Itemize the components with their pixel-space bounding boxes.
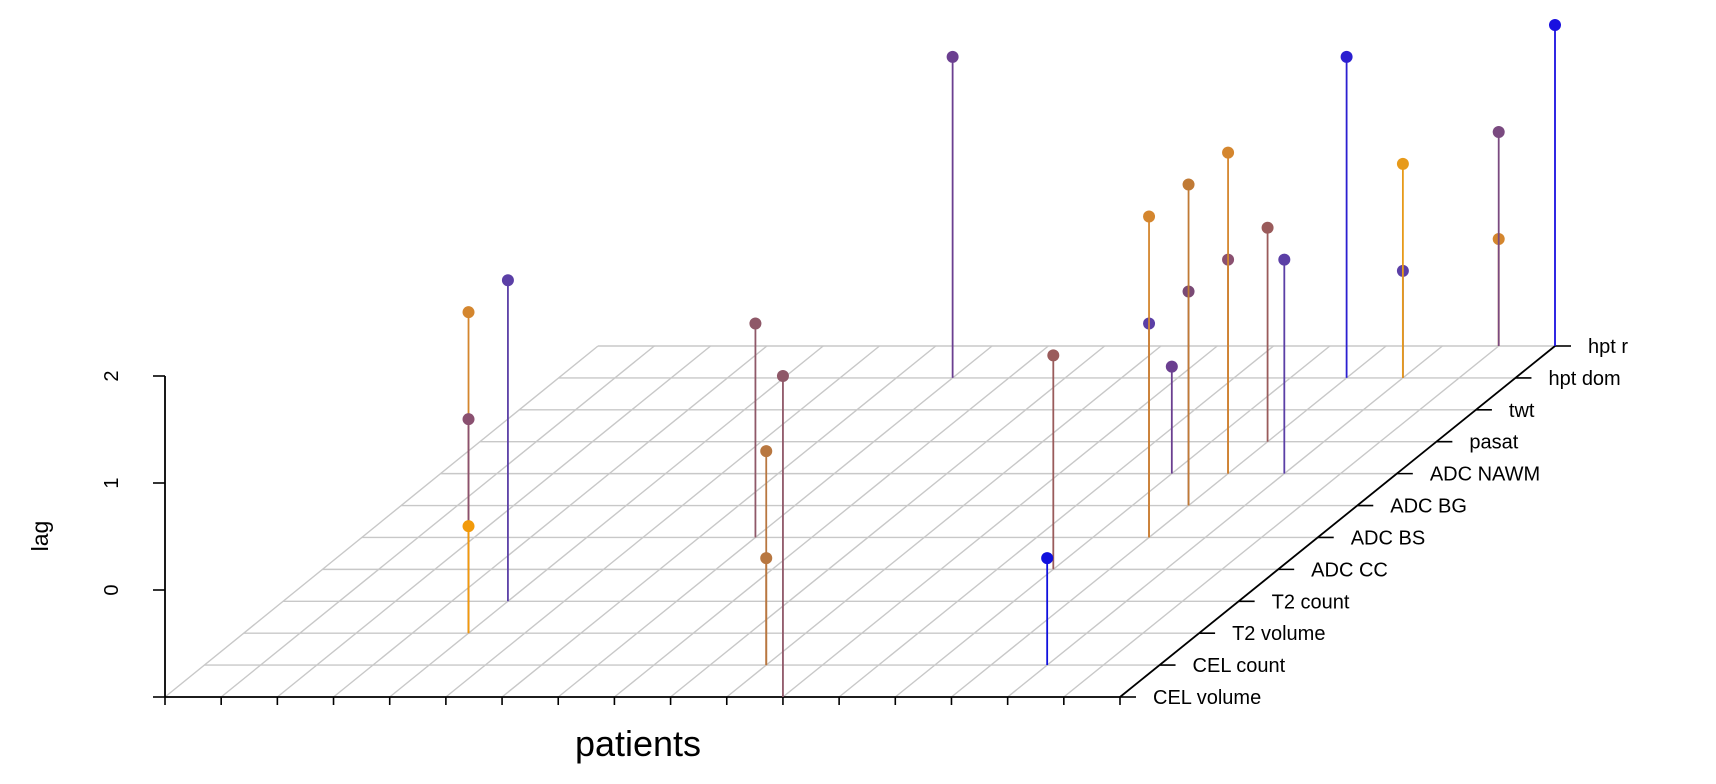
z-tick-label: 1 bbox=[101, 477, 123, 488]
z-tick-label: 0 bbox=[101, 584, 123, 595]
grid-line-patient bbox=[613, 345, 1049, 698]
stem-marker bbox=[760, 445, 773, 458]
category-tick-label: T2 count bbox=[1272, 591, 1350, 613]
data-point bbox=[1041, 552, 1054, 666]
category-tick-label: T2 volume bbox=[1232, 623, 1325, 645]
stem-marker bbox=[760, 552, 773, 565]
grid-line-patient bbox=[1007, 345, 1443, 698]
category-tick-label: CEL volume bbox=[1153, 687, 1261, 709]
grid-line-patient bbox=[782, 345, 1218, 698]
data-point bbox=[1340, 50, 1353, 378]
stem-marker bbox=[462, 520, 475, 533]
category-tick-label: pasat bbox=[1469, 432, 1518, 454]
stem-marker bbox=[1492, 126, 1505, 138]
axes bbox=[153, 345, 1571, 705]
stem-marker bbox=[776, 370, 789, 382]
category-tick-label: ADC BG bbox=[1390, 496, 1467, 518]
stem-marker bbox=[462, 306, 475, 319]
grid-line-patient bbox=[164, 345, 599, 698]
stem-marker bbox=[946, 50, 959, 63]
category-tick-label: hpt r bbox=[1588, 336, 1628, 358]
data-point bbox=[776, 370, 789, 697]
stem-marker bbox=[1182, 178, 1195, 191]
data-point bbox=[462, 520, 475, 634]
floor-grid bbox=[164, 345, 1556, 698]
stem-marker bbox=[1143, 210, 1156, 223]
data-point bbox=[1261, 221, 1274, 442]
stem-marker bbox=[1549, 19, 1561, 31]
data-point bbox=[1278, 253, 1291, 474]
category-tick-label: ADC CC bbox=[1311, 559, 1388, 581]
grid-line-patient bbox=[389, 345, 824, 698]
data-point bbox=[501, 274, 514, 602]
stem-marker bbox=[1222, 146, 1235, 159]
stem-marker bbox=[1278, 253, 1291, 266]
category-axis-line bbox=[1119, 345, 1556, 698]
data-point bbox=[749, 317, 762, 538]
data-point bbox=[1143, 210, 1156, 538]
stem-marker bbox=[501, 274, 514, 287]
stem-marker bbox=[1261, 221, 1274, 234]
grid-line-patient bbox=[501, 345, 937, 698]
data-point bbox=[946, 50, 959, 378]
category-tick-label: ADC NAWM bbox=[1430, 464, 1540, 486]
stem-marker bbox=[1041, 552, 1054, 565]
data-point bbox=[760, 552, 773, 666]
x-axis-label: patients bbox=[575, 723, 701, 764]
stem-marker bbox=[1165, 360, 1178, 373]
grid-line-patient bbox=[1063, 345, 1500, 698]
grid-line-patient bbox=[670, 345, 1106, 698]
data-point bbox=[1165, 360, 1178, 474]
data-point bbox=[1549, 19, 1561, 346]
stem-marker bbox=[1340, 50, 1353, 63]
z-tick-label: 2 bbox=[101, 370, 123, 381]
category-tick-label: CEL count bbox=[1193, 655, 1286, 677]
grid-line-patient bbox=[894, 345, 1331, 698]
data-point bbox=[1396, 157, 1409, 378]
stem-marker bbox=[1396, 157, 1409, 170]
grid-line-patient bbox=[445, 345, 880, 698]
data-point bbox=[1182, 178, 1195, 506]
labels: CEL volume CEL count T2 volume T2 count ADC … bbox=[101, 336, 1628, 709]
grid-line-patient bbox=[333, 345, 768, 698]
grid-line-patient bbox=[220, 345, 655, 698]
stem-marker bbox=[749, 317, 762, 330]
grid-line-patient bbox=[557, 345, 993, 698]
data-point bbox=[1047, 349, 1060, 570]
stem-marker bbox=[462, 413, 475, 426]
data-point bbox=[1492, 126, 1505, 346]
y-axis-label: lag bbox=[27, 521, 53, 552]
data-point bbox=[1222, 146, 1235, 474]
category-tick-label: hpt dom bbox=[1548, 368, 1620, 390]
grid-line-patient bbox=[838, 345, 1274, 698]
grid-line-patient bbox=[726, 345, 1162, 698]
grid-line-patient bbox=[951, 345, 1387, 698]
stem-marker bbox=[1047, 349, 1060, 362]
stems bbox=[462, 19, 1561, 697]
grid-line-patient bbox=[276, 345, 712, 698]
category-tick-label: twt bbox=[1509, 400, 1535, 422]
category-tick-label: ADC BS bbox=[1351, 527, 1425, 549]
